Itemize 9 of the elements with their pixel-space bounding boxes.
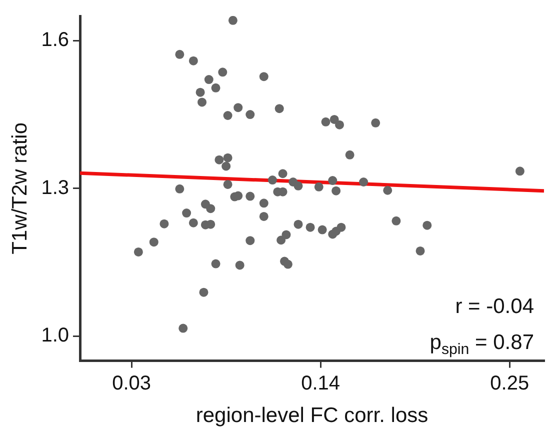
x-tick-label: 0.25 [490,372,530,394]
x-tick-label: 0.03 [112,372,152,394]
y-tick-label: 1.6 [41,29,70,52]
y-axis-title: T1w/T2w ratio [8,122,32,254]
x-tick-label: 0.14 [301,372,340,394]
y-tick-label: 1.0 [41,324,70,347]
annotation: r = -0.04 [455,294,534,318]
x-axis-title: region-level FC corr. loss [196,404,428,428]
y-tick-label: 1.3 [41,176,70,199]
